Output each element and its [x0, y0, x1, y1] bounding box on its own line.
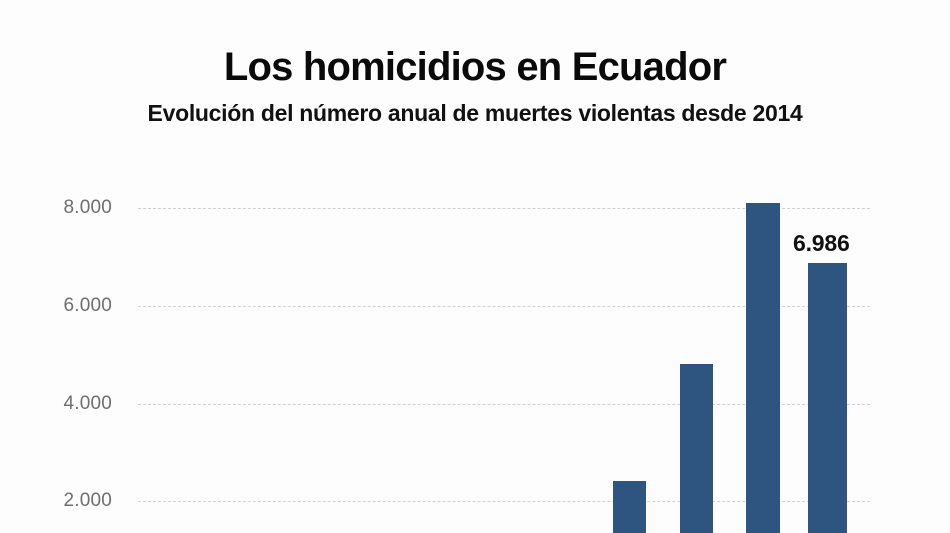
chart-header: Los homicidios en Ecuador Evolución del …	[0, 0, 950, 126]
page-title: Los homicidios en Ecuador	[223, 45, 727, 89]
y-axis-tick-6000: 6.000	[63, 295, 112, 316]
y-axis-tick-4000: 4.000	[63, 393, 112, 414]
bar-item	[746, 203, 780, 533]
bar-value-label: 6.986	[793, 230, 850, 256]
bar-item	[808, 263, 847, 533]
y-axis-tick-2000: 2.000	[63, 490, 112, 511]
bar-item	[680, 364, 713, 533]
bar-item	[613, 481, 646, 533]
y-axis-tick-8000: 8.000	[63, 197, 112, 218]
gridline-2000	[138, 501, 870, 502]
gridline-4000	[138, 404, 870, 405]
gridline-8000	[138, 208, 870, 209]
chart-subtitle: Evolución del número anual de muertes vi…	[147, 100, 803, 126]
gridline-6000	[138, 306, 870, 307]
